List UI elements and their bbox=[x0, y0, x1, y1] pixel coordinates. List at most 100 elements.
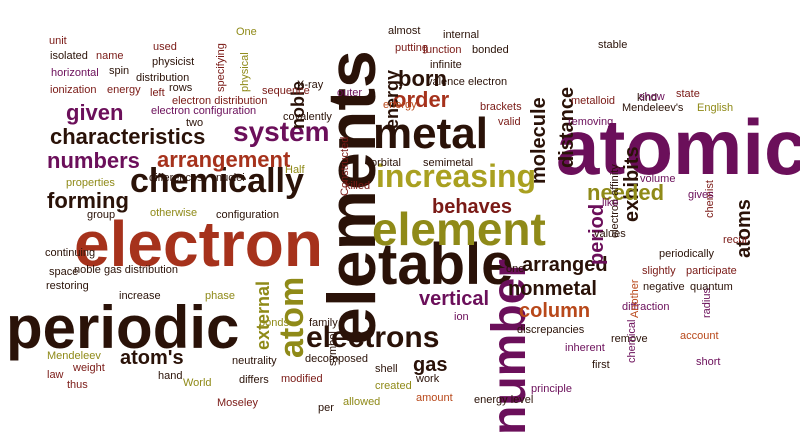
cloud-word: like bbox=[602, 197, 619, 209]
cloud-word: molecule bbox=[528, 97, 550, 184]
cloud-word: electrons bbox=[306, 321, 440, 354]
cloud-word: slightly bbox=[642, 265, 676, 277]
cloud-word: configuration bbox=[216, 209, 279, 221]
cloud-word: electron configuration bbox=[151, 105, 257, 117]
cloud-word: bonds bbox=[259, 317, 289, 329]
cloud-word: remove bbox=[611, 333, 648, 345]
cloud-word: Moseley bbox=[217, 397, 258, 409]
cloud-word: gives bbox=[688, 189, 714, 201]
cloud-word: rows bbox=[169, 82, 193, 94]
cloud-word: state bbox=[676, 88, 700, 100]
cloud-word: first bbox=[592, 359, 610, 371]
cloud-word: sequence bbox=[262, 85, 310, 97]
cloud-word: decomposed bbox=[305, 353, 368, 365]
cloud-word: physicist bbox=[152, 56, 195, 68]
cloud-word: amount bbox=[416, 392, 453, 404]
cloud-word: thus bbox=[67, 379, 88, 391]
cloud-word: recur bbox=[723, 234, 749, 246]
cloud-word: neutrality bbox=[232, 355, 277, 367]
cloud-word: spin bbox=[109, 65, 130, 77]
cloud-word: nonmetal bbox=[508, 278, 597, 300]
cloud-word: space bbox=[49, 266, 79, 278]
cloud-word: almost bbox=[388, 25, 421, 37]
cloud-word: negative bbox=[643, 281, 685, 293]
cloud-word: English bbox=[697, 102, 734, 114]
cloud-word: stable bbox=[598, 39, 628, 51]
cloud-word: characteristics bbox=[50, 124, 206, 149]
cloud-word: participate bbox=[686, 265, 737, 277]
cloud-word: outer bbox=[337, 87, 363, 99]
cloud-word: isolated bbox=[50, 50, 88, 62]
cloud-word: per bbox=[318, 402, 334, 414]
cloud-word: atoms bbox=[733, 199, 755, 258]
cloud-word: Half bbox=[285, 164, 305, 176]
cloud-word: vertical bbox=[419, 288, 490, 310]
cloud-word: work bbox=[416, 373, 440, 385]
cloud-word: Another bbox=[629, 279, 641, 318]
cloud-word: function bbox=[423, 44, 462, 56]
cloud-word: electron distribution bbox=[172, 95, 268, 107]
cloud-word: arrangement bbox=[157, 147, 291, 172]
cloud-word: differs bbox=[239, 374, 269, 386]
cloud-word: principle bbox=[531, 383, 572, 395]
cloud-word: World bbox=[183, 377, 212, 389]
cloud-word: modified bbox=[281, 373, 323, 385]
cloud-word: energy level bbox=[474, 394, 534, 406]
cloud-word: properties bbox=[66, 177, 115, 189]
cloud-word: given bbox=[66, 100, 124, 125]
cloud-word: quantum bbox=[690, 281, 733, 293]
cloud-word: valence electron bbox=[427, 76, 508, 88]
cloud-word: ionization bbox=[50, 84, 97, 96]
cloud-word: name bbox=[96, 50, 124, 62]
cloud-word: born bbox=[398, 66, 447, 91]
cloud-word: numbers bbox=[47, 148, 140, 173]
cloud-word: horizontal bbox=[51, 67, 99, 79]
cloud-word: increase bbox=[119, 290, 161, 302]
cloud-word: account bbox=[680, 330, 719, 342]
cloud-word: created bbox=[375, 380, 412, 392]
cloud-word: arranged bbox=[522, 254, 608, 276]
cloud-word: putting bbox=[395, 42, 429, 54]
cloud-word: discrepancies bbox=[517, 324, 585, 336]
cloud-word: electron bbox=[74, 208, 323, 280]
cloud-word: values bbox=[594, 228, 626, 240]
cloud-word: specifying bbox=[215, 43, 227, 92]
cloud-word: used bbox=[153, 41, 177, 53]
cloud-word: inherent bbox=[565, 342, 605, 354]
cloud-word: energy bbox=[383, 99, 417, 111]
cloud-word: table bbox=[378, 232, 514, 297]
cloud-word: behaves bbox=[432, 196, 513, 218]
cloud-word: allowed bbox=[343, 396, 381, 408]
cloud-word: shell bbox=[375, 363, 398, 375]
cloud-word: chemically bbox=[130, 162, 304, 200]
cloud-word: Constructed bbox=[339, 136, 351, 196]
cloud-word: group bbox=[87, 209, 116, 221]
cloud-word: One bbox=[236, 26, 257, 38]
cloud-word: system bbox=[233, 116, 330, 147]
cloud-word: bonded bbox=[472, 44, 509, 56]
cloud-word: kind bbox=[637, 92, 658, 104]
cloud-word: volume bbox=[640, 173, 676, 185]
cloud-word: chemical bbox=[626, 319, 638, 363]
cloud-word: ion bbox=[454, 311, 469, 323]
cloud-word: weight bbox=[73, 362, 105, 374]
cloud-word: metalloid bbox=[571, 95, 616, 107]
cloud-word: unit bbox=[49, 35, 67, 47]
cloud-word: valid bbox=[498, 116, 521, 128]
cloud-word: infinite bbox=[430, 59, 462, 71]
cloud-word: short bbox=[696, 356, 721, 368]
cloud-word: differences bbox=[149, 172, 203, 184]
cloud-word: internal bbox=[443, 29, 480, 41]
cloud-word: one bbox=[506, 263, 525, 275]
cloud-word: killed bbox=[345, 180, 371, 192]
cloud-word: hand bbox=[158, 370, 183, 382]
cloud-word: Mendeleev bbox=[47, 350, 101, 362]
cloud-word: gas bbox=[413, 354, 448, 376]
cloud-word: brackets bbox=[480, 101, 522, 113]
cloud-word: law bbox=[47, 369, 64, 381]
cloud-word: removing bbox=[568, 116, 614, 128]
cloud-word: otherwise bbox=[150, 207, 198, 219]
cloud-word: diffraction bbox=[622, 301, 670, 313]
cloud-word: phase bbox=[205, 290, 235, 302]
